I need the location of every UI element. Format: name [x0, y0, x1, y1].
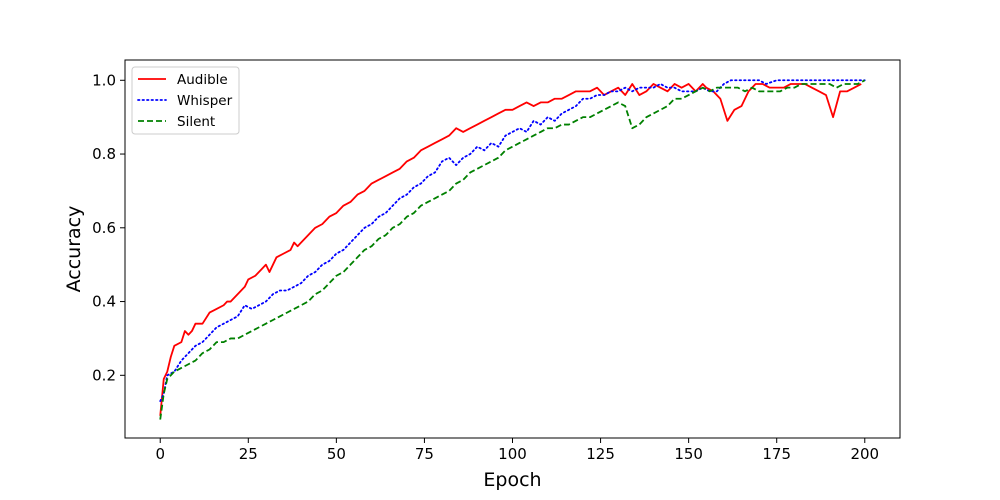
x-tick-label: 125 [586, 445, 615, 463]
legend: Audible Whisper Silent [131, 66, 240, 135]
y-tick-label: 0.6 [92, 219, 116, 237]
x-tick-label: 150 [674, 445, 703, 463]
legend-label-whisper: Whisper [177, 93, 233, 109]
x-tick-label: 0 [155, 445, 165, 463]
series-line-whisper [159, 79, 866, 403]
legend-box [131, 66, 240, 135]
x-tick-label: 25 [239, 445, 258, 463]
x-tick-label: 200 [850, 445, 879, 463]
x-tick-label: 100 [498, 445, 527, 463]
series-layer [159, 79, 866, 420]
legend-items: Audible Whisper Silent [137, 72, 233, 130]
y-tick-label: 1.0 [92, 71, 116, 89]
legend-label-audible: Audible [177, 72, 228, 88]
x-axis-ticks: 0 25 50 75 100 125 150 175 200 [155, 438, 879, 463]
series-line-silent [159, 79, 866, 420]
legend-label-silent: Silent [177, 114, 215, 130]
y-axis-ticks: 0.2 0.4 0.6 0.8 1.0 [92, 71, 125, 384]
x-tick-label: 50 [327, 445, 346, 463]
y-tick-label: 0.4 [92, 293, 116, 311]
y-tick-label: 0.2 [92, 366, 116, 384]
x-tick-label: 175 [762, 445, 791, 463]
x-axis-label: Epoch [483, 469, 541, 491]
y-axis-label: Accuracy [63, 206, 85, 293]
plot-area [125, 60, 900, 438]
x-tick-label: 75 [415, 445, 434, 463]
y-tick-label: 0.8 [92, 145, 116, 163]
series-line-audible [159, 83, 862, 416]
